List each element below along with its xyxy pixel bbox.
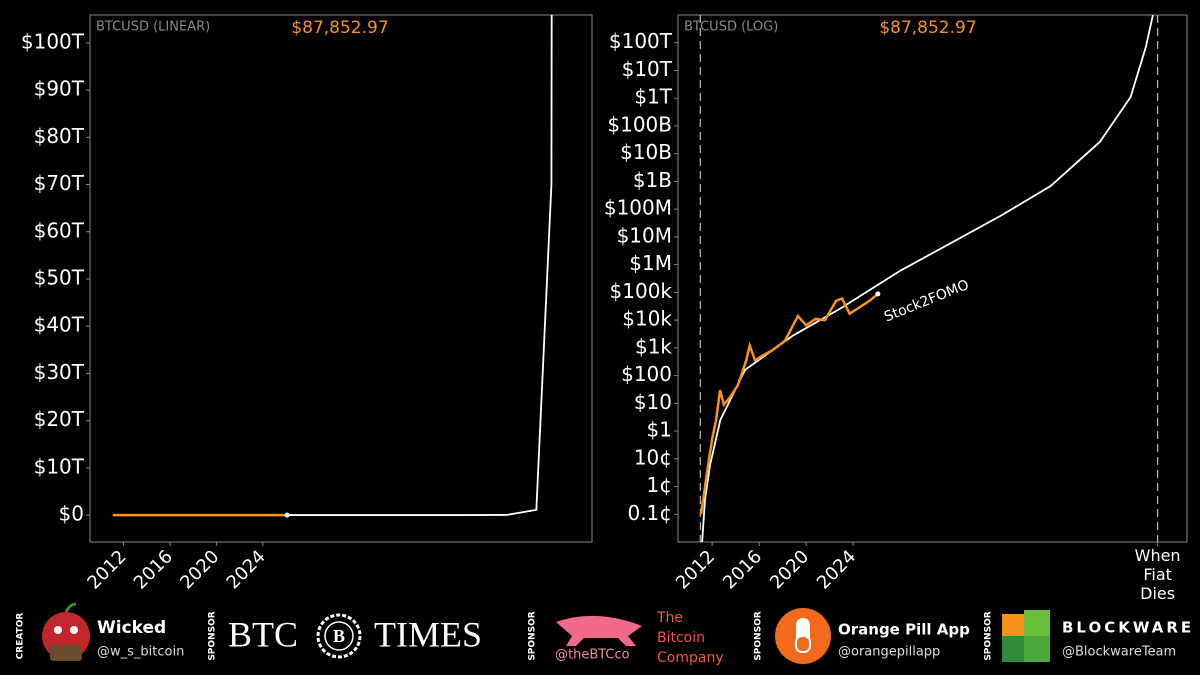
y-tick-label: $10k [622,307,672,331]
sponsor-handle: @theBTCco [555,648,630,663]
blockware-logo [1024,636,1050,662]
y-tick-label: $90T [34,77,85,101]
y-tick-label: $100B [607,112,672,136]
series-line [113,15,553,516]
logo-letter: B [333,626,345,646]
series-line [699,292,879,515]
current-price: $87,852.97 [879,18,976,38]
y-tick-label: 0.1¢ [627,501,672,525]
eye [70,626,78,634]
platypus-logo [556,615,642,646]
blockware-logo [1002,636,1024,662]
y-tick-label: $10B [620,140,672,164]
sponsor-name: BLOCKWARE [1062,619,1194,637]
x-tick-label: 2016 [719,546,766,593]
footer: CREATOR Wicked @w_s_bitcoin SPONSOR BTC … [16,602,1194,664]
role: SPONSOR [754,611,764,660]
creator-name: Wicked [97,618,166,638]
sponsor-name: BTC [228,614,298,654]
sponsor-name: The Bitcoin Company [657,610,724,666]
y-tick-label: $1k [635,334,672,358]
y-tick-label: $100T [609,29,673,53]
y-tick-label: 10¢ [634,445,672,469]
y-tick-label: $10T [622,57,673,81]
y-tick-label: $1B [633,168,672,192]
y-tick-label: $100 [621,362,672,386]
plot-frame [89,14,593,543]
x-tick-label: When Fiat Dies [1134,546,1181,603]
series-label: Stock2FOMO [882,277,971,325]
chart-title: BTCUSD (LOG) [684,20,778,35]
y-tick-label: $70T [34,171,85,195]
plot-area [112,15,553,518]
y-tick-label: $1 [647,418,672,442]
x-tick-label: 2016 [130,546,177,593]
sponsor-name: Orange Pill App [838,621,970,639]
sponsor-handle: @BlockwareTeam [1062,645,1176,660]
y-tick-label: $100M [604,196,672,220]
x-tick-label: 2024 [813,546,860,593]
current-point [284,512,290,518]
blockware-logo [1024,610,1050,636]
x-tick-label: 2024 [223,546,270,593]
y-tick-label: $40T [34,313,85,337]
btc-times-logo [324,621,354,651]
plot-frame [677,14,1188,543]
sponsor-handle: @orangepillapp [838,645,940,660]
y-tick-label: $60T [34,218,85,242]
role: CREATOR [16,613,26,660]
role: SPONSOR [984,611,994,660]
role: SPONSOR [528,611,538,660]
x-tick-label: 2020 [766,546,813,593]
role: SPONSOR [208,611,218,660]
x-tick-label: 2020 [176,546,223,593]
leaf [64,602,77,613]
blockware-logo [1002,614,1024,636]
eye [54,626,62,634]
pill [795,635,811,653]
y-tick-label: $10T [34,454,85,478]
y-tick-label: $20T [34,407,85,431]
x-tick-label: 2012 [672,546,719,593]
btc-times-logo [316,613,362,659]
plot-area [699,15,1154,542]
current-point [875,291,881,297]
y-tick-label: $10M [617,223,672,247]
series-line [701,15,1154,542]
x-tick-label: 2012 [83,546,130,593]
y-tick-label: 1¢ [647,473,672,497]
creator-avatar-body [50,645,82,661]
y-tick-label: $50T [34,265,85,289]
current-price: $87,852.97 [291,18,388,38]
creator-handle: @w_s_bitcoin [97,645,184,660]
y-tick-label: $10 [634,390,672,414]
y-tick-label: $80T [34,124,85,148]
sponsor-name: TIMES [374,614,482,654]
y-tick-label: $0 [59,502,84,526]
y-tick-label: $30T [34,360,85,384]
y-tick-label: $100k [610,279,673,303]
y-tick-label: $1M [629,251,672,275]
y-tick-label: $1T [634,85,672,109]
chart-title: BTCUSD (LINEAR) [96,20,210,35]
y-tick-label: $100T [21,29,85,53]
